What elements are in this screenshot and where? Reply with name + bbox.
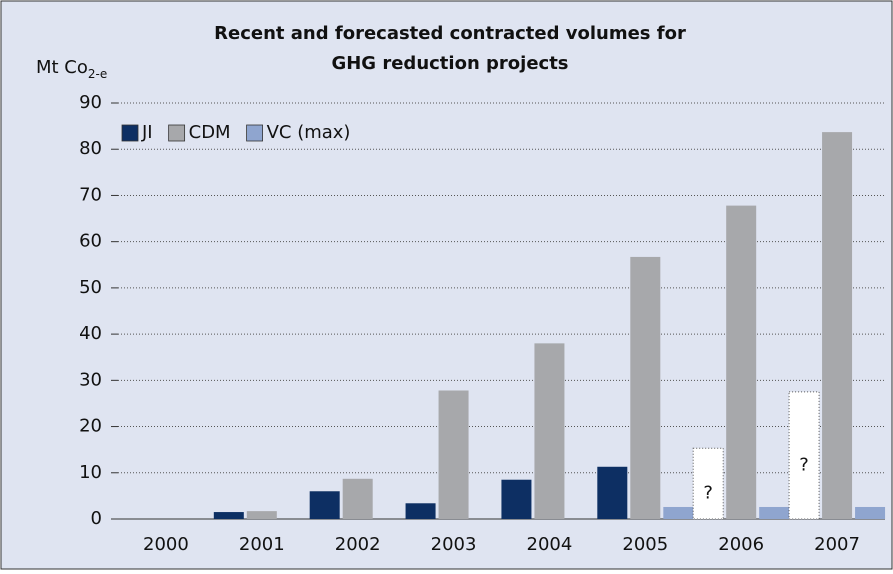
legend-label: VC (max) xyxy=(267,122,351,143)
bar xyxy=(342,478,373,519)
bar xyxy=(855,506,886,519)
bar xyxy=(597,466,628,519)
y-tick-label: 0 xyxy=(91,508,102,529)
bar xyxy=(501,479,532,519)
uncertain-label: ? xyxy=(703,483,713,504)
legend-swatch xyxy=(246,124,263,142)
legend-label: JI xyxy=(141,122,153,143)
y-tick-label: 80 xyxy=(79,138,102,159)
x-tick-label: 2005 xyxy=(622,534,668,555)
y-tick-label: 60 xyxy=(79,231,102,252)
bar xyxy=(438,390,469,519)
legend-swatch xyxy=(121,124,139,142)
bar xyxy=(663,506,694,519)
bar xyxy=(630,256,661,519)
y-axis-label: Mt Co2-e xyxy=(36,57,107,81)
bar xyxy=(405,503,436,519)
x-tick-label: 2001 xyxy=(239,534,285,555)
y-tick-label: 90 xyxy=(79,92,102,113)
y-tick-label: 30 xyxy=(79,369,102,390)
legend-swatch xyxy=(168,124,186,142)
bar xyxy=(309,491,340,519)
uncertain-label: ? xyxy=(799,454,809,475)
y-axis-label-sub: 2-e xyxy=(88,67,107,81)
x-tick-label: 2006 xyxy=(718,534,764,555)
x-tick-label: 2004 xyxy=(527,534,573,555)
y-tick-label: 20 xyxy=(79,416,102,437)
bar xyxy=(692,447,724,520)
x-tick-label: 2000 xyxy=(143,534,189,555)
bar xyxy=(726,205,757,519)
bar xyxy=(213,512,244,519)
chart-title: GHG reduction projects xyxy=(331,53,568,74)
y-axis-label-main: Mt Co xyxy=(36,57,88,78)
x-tick-label: 2003 xyxy=(431,534,477,555)
x-tick-label: 2002 xyxy=(335,534,381,555)
y-tick-label: 50 xyxy=(79,277,102,298)
bar xyxy=(246,511,277,519)
bar xyxy=(822,132,853,519)
y-tick-label: 40 xyxy=(79,323,102,344)
legend-label: CDM xyxy=(189,122,231,143)
x-tick-label: 2007 xyxy=(814,534,860,555)
y-tick-label: 10 xyxy=(79,462,102,483)
chart-title: Recent and forecasted contracted volumes… xyxy=(214,23,686,44)
bar xyxy=(759,506,790,519)
y-tick-label: 70 xyxy=(79,184,102,205)
bar xyxy=(534,343,565,519)
bar xyxy=(788,391,820,520)
